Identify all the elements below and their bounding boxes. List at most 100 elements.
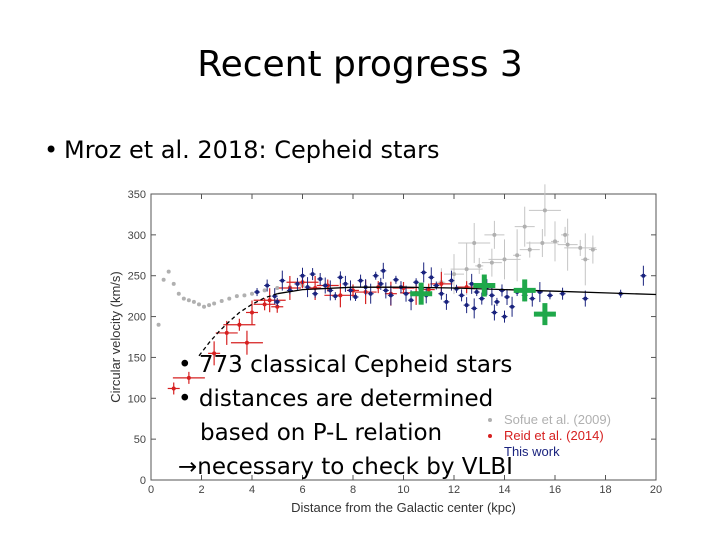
reid-point	[212, 351, 217, 356]
sofue-point	[527, 247, 532, 252]
mroz-point	[429, 275, 434, 280]
mroz-point	[421, 270, 426, 275]
mroz-point	[353, 294, 358, 299]
bullet-main-text: Mroz et al. 2018: Cepheid stars	[64, 136, 440, 164]
mroz-point	[333, 294, 338, 299]
overlay-line-4: →necessary to check by VLBI	[178, 454, 513, 480]
y-tick-label: 50	[134, 434, 146, 446]
mroz-point	[510, 304, 515, 309]
mroz-point	[388, 293, 393, 298]
mroz-point	[310, 272, 315, 277]
rotation-curve-solid	[277, 286, 657, 296]
mroz-point	[641, 273, 646, 278]
sofue-point	[202, 304, 207, 309]
rotation-curve-dashed	[198, 293, 278, 357]
x-axis-label: Distance from the Galactic center (kpc)	[291, 500, 516, 515]
x-tick-label: 0	[148, 484, 154, 496]
sofue-point	[477, 263, 482, 268]
x-tick-label: 12	[448, 484, 460, 496]
reid-point	[186, 375, 191, 380]
mroz-point	[275, 299, 280, 304]
mroz-point	[343, 281, 348, 286]
sofue-point	[275, 285, 280, 290]
y-tick-label: 250	[128, 271, 146, 283]
mroz-point	[434, 283, 439, 288]
overlay-line-2: • distances are determined	[178, 386, 493, 412]
legend-label: Reid et al. (2014)	[504, 428, 604, 443]
mroz-point	[494, 299, 499, 304]
y-axis-label: Circular velocity (km/s)	[108, 271, 123, 402]
reid-point	[275, 304, 280, 309]
sofue-point	[472, 241, 477, 246]
reid-point	[262, 302, 267, 307]
mroz-point	[318, 276, 323, 281]
overlay-line-3: based on P-L relation	[200, 420, 442, 446]
mroz-point	[313, 291, 318, 296]
mroz-point	[358, 278, 363, 283]
sofue-point	[191, 299, 196, 304]
overlay-marker: •	[178, 352, 192, 378]
y-tick-label: 200	[128, 312, 146, 324]
sofue-series	[156, 184, 597, 327]
mroz-point	[469, 281, 474, 286]
x-tick-label: 16	[549, 484, 561, 496]
vlbi-series	[410, 274, 556, 326]
sofue-point	[176, 291, 181, 296]
overlay-text: →necessary to check by VLBI	[178, 454, 513, 480]
sofue-point	[492, 232, 497, 237]
sofue-point	[452, 272, 456, 277]
mroz-point	[381, 268, 386, 273]
mroz-point	[474, 290, 479, 295]
sofue-point	[565, 242, 570, 247]
x-tick-label: 20	[650, 484, 662, 496]
sofue-point	[489, 260, 494, 265]
overlay-text: distances are determined	[198, 386, 494, 412]
y-tick-label: 100	[128, 393, 146, 405]
sofue-point	[212, 301, 217, 306]
axes-layer: 0 2 4 6 8 10 12 14 16 18 20050100150200250300350Di…	[108, 189, 662, 515]
sofue-point	[181, 296, 186, 301]
mroz-point	[300, 273, 305, 278]
sofue-point	[464, 267, 469, 272]
mroz-point	[530, 296, 535, 301]
reid-point	[224, 330, 229, 335]
reid-point	[250, 310, 254, 315]
y-tick-label: 300	[128, 230, 146, 242]
x-tick-label: 6	[299, 484, 305, 496]
sofue-point	[196, 302, 201, 307]
mroz-point	[444, 299, 449, 304]
y-tick-label: 150	[128, 352, 146, 364]
mroz-point	[323, 283, 328, 288]
sofue-point	[583, 257, 588, 262]
sofue-point	[553, 239, 557, 244]
mroz-point	[383, 288, 388, 293]
mroz-point	[295, 281, 300, 286]
x-tick-label: 8	[350, 484, 356, 496]
x-tick-label: 18	[599, 484, 611, 496]
mroz-point	[404, 291, 409, 296]
sofue-point	[563, 232, 568, 237]
mroz-point	[348, 288, 353, 293]
mroz-point	[560, 291, 565, 296]
sofue-point	[590, 247, 595, 252]
overlay-marker: •	[178, 386, 192, 412]
x-tick-label: 14	[498, 484, 510, 496]
slide-title: Recent progress 3	[197, 44, 523, 85]
rotation-curve-line-layer	[198, 286, 657, 357]
mroz-point	[449, 278, 454, 283]
overlay-text: 773 classical Cepheid stars	[198, 352, 513, 378]
sofue-point	[250, 291, 254, 296]
mroz-point	[378, 281, 383, 286]
bullet-main: • Mroz et al. 2018: Cepheid stars	[44, 136, 439, 164]
legend-marker	[488, 418, 492, 422]
legend-label: This work	[504, 444, 560, 459]
sofue-point	[515, 253, 520, 258]
mroz-point	[439, 291, 444, 296]
x-tick-label: 2	[198, 484, 204, 496]
sofue-point	[161, 277, 166, 282]
overlay-text: based on P-L relation	[200, 420, 443, 446]
sofue-point	[542, 208, 547, 213]
mroz-point	[489, 293, 494, 298]
reid-point	[439, 281, 444, 286]
